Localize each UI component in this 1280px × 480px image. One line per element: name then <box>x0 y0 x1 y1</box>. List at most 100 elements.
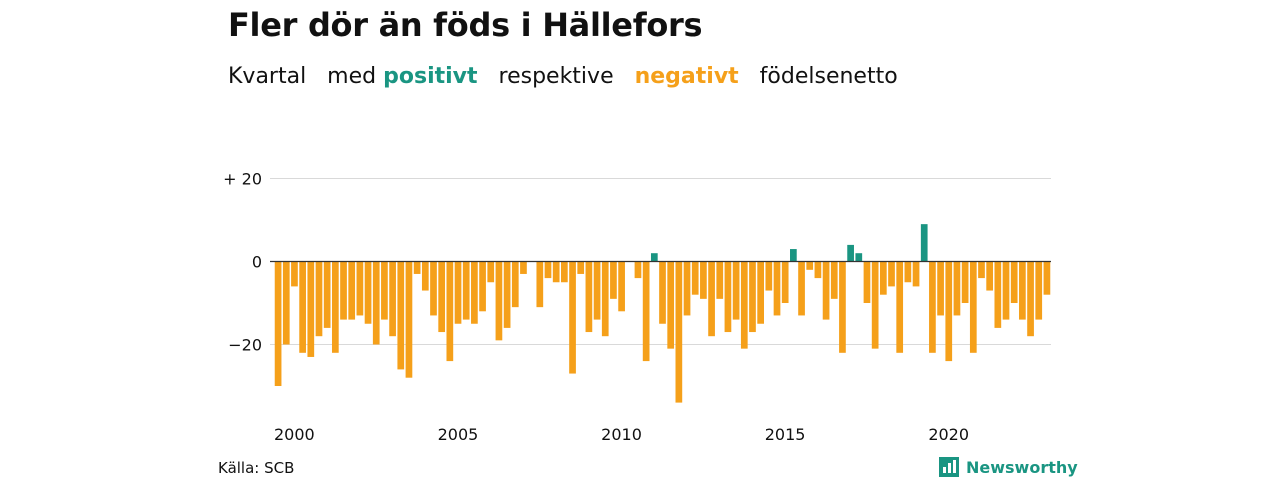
bar <box>438 261 446 333</box>
bar <box>790 249 797 262</box>
brand-name: Newsworthy <box>966 457 1078 477</box>
bar <box>601 261 609 337</box>
bar <box>372 261 380 345</box>
bar <box>1002 261 1010 320</box>
bar <box>552 261 560 283</box>
brand-logo: Newsworthy <box>938 456 1078 478</box>
bar <box>282 261 290 345</box>
bar <box>830 261 838 299</box>
bar <box>299 261 306 353</box>
bar <box>544 261 552 279</box>
bar <box>994 261 1002 328</box>
y-tick-label: + 20 <box>223 170 262 189</box>
bar <box>331 261 339 353</box>
bar <box>732 261 740 320</box>
subtitle-positive: positivt <box>383 64 478 89</box>
bar <box>511 261 519 308</box>
bar <box>659 261 666 324</box>
bar <box>855 253 863 262</box>
bar <box>593 261 601 320</box>
bar <box>405 261 413 378</box>
bar <box>969 261 977 353</box>
bar <box>765 261 773 291</box>
bar <box>888 261 895 287</box>
x-tick-label: 2020 <box>928 425 969 444</box>
bar <box>961 261 969 303</box>
bar <box>724 261 732 333</box>
bar <box>749 261 756 333</box>
bar <box>634 261 642 279</box>
bar <box>315 261 323 337</box>
bar <box>978 261 985 279</box>
bar <box>503 261 511 328</box>
bar <box>839 261 846 353</box>
bar <box>397 261 405 370</box>
bar <box>920 224 928 262</box>
bar <box>1019 261 1026 320</box>
bar <box>773 261 781 316</box>
bar <box>610 261 617 299</box>
bar <box>307 261 315 357</box>
bar <box>520 261 527 274</box>
bar <box>479 261 486 312</box>
x-tick-label: 2015 <box>765 425 806 444</box>
bar <box>683 261 691 316</box>
chart-subtitle: Kvartal med positivt respektive negativt… <box>228 64 898 89</box>
bar <box>740 261 748 349</box>
bar <box>471 261 478 324</box>
bar <box>585 261 593 333</box>
bar <box>495 261 503 341</box>
chart-title: Fler dör än föds i Hällefors <box>228 6 703 44</box>
bar <box>1010 261 1018 303</box>
bar <box>389 261 396 337</box>
bar <box>675 261 683 403</box>
bar <box>945 261 953 362</box>
source-note: Källa: SCB <box>218 459 295 477</box>
bar <box>340 261 347 320</box>
bar <box>1035 261 1043 320</box>
bar <box>806 261 814 270</box>
bar <box>487 261 495 283</box>
newsworthy-logo-icon <box>939 457 959 477</box>
bar <box>323 261 331 328</box>
bar <box>642 261 650 362</box>
bar <box>667 261 675 349</box>
bar <box>912 261 920 287</box>
bar <box>847 244 854 262</box>
bar <box>291 261 298 287</box>
bar <box>708 261 715 337</box>
bar <box>781 261 789 303</box>
subtitle-text-1: Kvartal med <box>228 64 384 89</box>
x-tick-label: 2010 <box>601 425 642 444</box>
bar <box>814 261 822 279</box>
bar <box>348 261 356 320</box>
y-tick-label: −20 <box>228 336 262 355</box>
bar <box>757 261 764 324</box>
bar <box>879 261 887 295</box>
bar <box>822 261 830 320</box>
subtitle-text-3: födelsenetto <box>738 64 898 89</box>
bar <box>716 261 724 299</box>
subtitle-negative: negativt <box>634 64 739 89</box>
x-tick-label: 2005 <box>438 425 479 444</box>
bar <box>274 261 282 386</box>
bar <box>577 261 585 274</box>
bar <box>650 253 658 262</box>
bar <box>896 261 904 353</box>
bar <box>446 261 454 362</box>
subtitle-text-2: respektive <box>477 64 635 89</box>
bar <box>953 261 961 316</box>
bar <box>381 261 388 320</box>
bar <box>937 261 944 316</box>
bar <box>798 261 805 316</box>
bar <box>904 261 912 283</box>
x-tick-label: 2000 <box>274 425 315 444</box>
bar <box>430 261 437 316</box>
bar <box>1043 261 1051 295</box>
bar <box>364 261 372 324</box>
bar <box>413 261 421 274</box>
bar <box>618 261 625 312</box>
bar <box>700 261 707 299</box>
bar <box>871 261 879 349</box>
